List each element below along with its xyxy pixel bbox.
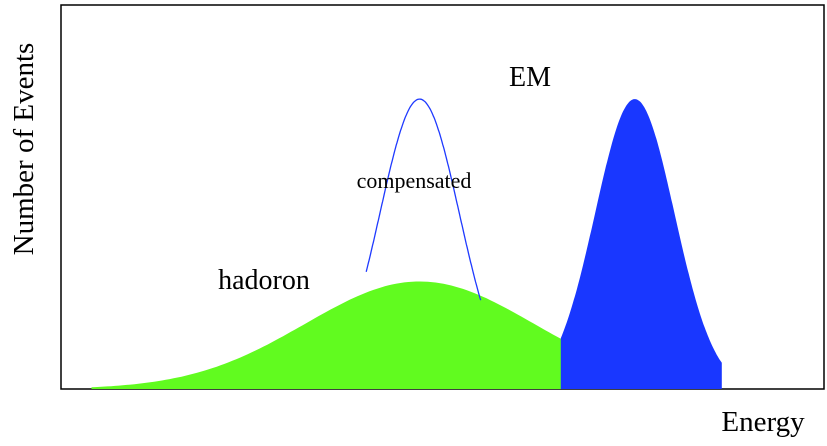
series-curve-compensated [365,98,482,301]
x-axis-label: Energy [721,406,805,438]
y-axis-label: Number of Events [8,43,40,256]
series-layer [91,98,722,389]
series-label-em: EM [509,62,551,93]
series-label-compensated: compensated [357,168,472,193]
series-curve-hadoron [91,281,718,389]
series-curve-em [560,99,722,389]
series-label-hadoron: hadoron [218,265,310,296]
